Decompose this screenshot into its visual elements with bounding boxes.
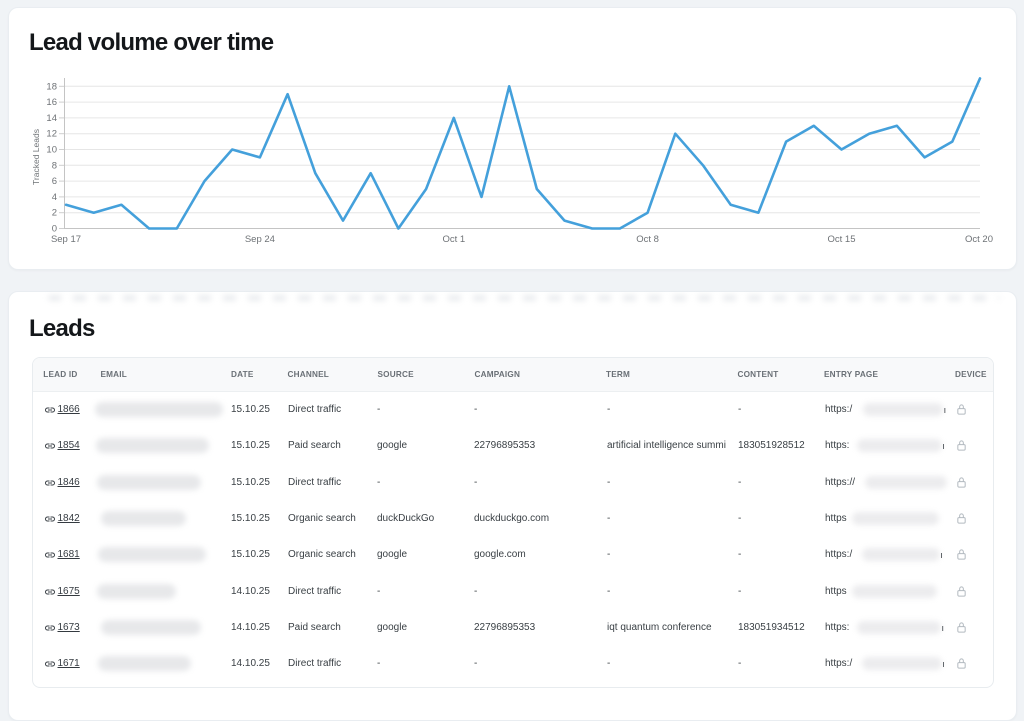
svg-text:0: 0 — [52, 224, 57, 235]
svg-text:16: 16 — [46, 97, 57, 108]
svg-text:Oct 15: Oct 15 — [828, 234, 856, 245]
svg-text:18: 18 — [46, 81, 57, 92]
svg-text:Sep 24: Sep 24 — [245, 234, 275, 245]
svg-text:Oct 1: Oct 1 — [442, 234, 465, 245]
svg-text:4: 4 — [52, 192, 57, 203]
svg-text:6: 6 — [52, 176, 57, 187]
svg-text:Sep 17: Sep 17 — [51, 234, 81, 245]
svg-text:2: 2 — [52, 208, 57, 219]
svg-text:Oct 8: Oct 8 — [636, 234, 659, 245]
svg-text:14: 14 — [46, 113, 57, 124]
svg-text:10: 10 — [46, 145, 57, 156]
svg-text:Tracked Leads: Tracked Leads — [31, 129, 41, 185]
svg-text:Oct 20: Oct 20 — [965, 234, 993, 245]
svg-text:12: 12 — [46, 129, 57, 140]
svg-text:8: 8 — [52, 160, 57, 171]
